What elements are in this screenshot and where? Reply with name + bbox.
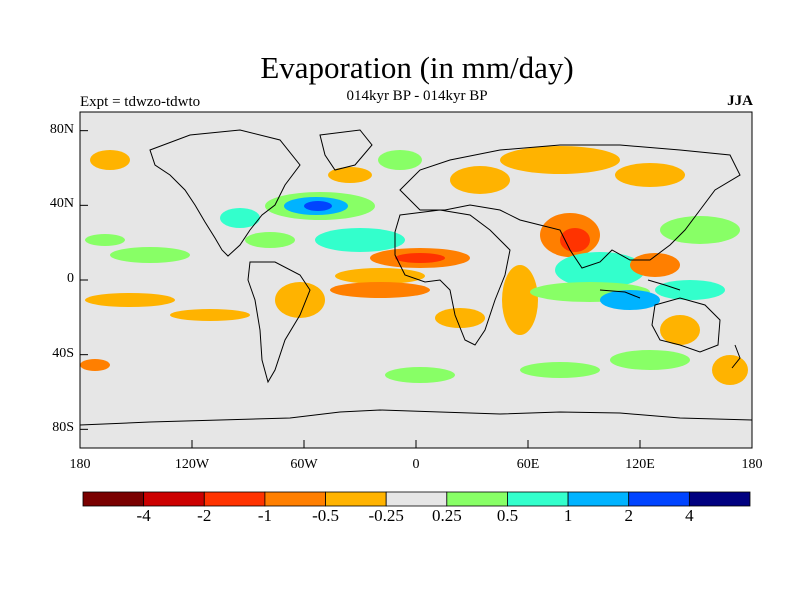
colorbar-swatch [385, 491, 448, 507]
lat-tick-label: 80S [52, 420, 74, 436]
colorbar-swatch [446, 491, 508, 507]
colorbar-swatch [507, 491, 569, 507]
plot-subtitle: 014kyr BP - 014kyr BP [346, 88, 488, 104]
colorbar-swatch [688, 491, 751, 507]
colorbar-swatch [325, 491, 387, 507]
colorbar-label: 0.5 [496, 506, 519, 525]
season-label: JJA [727, 93, 753, 109]
lon-tick-label: 120W [174, 457, 210, 472]
colorbar-swatch [264, 491, 326, 507]
colorbar-label: -4 [136, 506, 151, 525]
lat-tick-label: 80N [49, 121, 74, 137]
colorbar-swatch [567, 491, 630, 507]
lat-tick-label: 40S [52, 345, 74, 361]
colorbar-label: 2 [624, 506, 633, 525]
colorbar-swatch [143, 491, 205, 507]
lon-tick-label: 180 [741, 457, 763, 472]
colorbar-label: -0.25 [368, 506, 404, 525]
lon-tick-label: 60E [516, 457, 540, 472]
lon-tick-label: 0 [412, 457, 420, 472]
colorbar-swatch [628, 491, 690, 507]
colorbar [82, 491, 751, 507]
colorbar-label: -1 [257, 506, 272, 525]
colorbar-swatch [203, 491, 266, 507]
colorbar-label: 1 [563, 506, 573, 525]
plot-title: Evaporation (in mm/day) [260, 50, 574, 85]
coastlines [79, 129, 753, 426]
colorbar-swatch [82, 491, 145, 507]
lon-tick-label: 180 [69, 457, 91, 472]
lon-tick-label: 60W [290, 457, 318, 472]
experiment-label: Expt = tdwzo-tdwto [80, 94, 201, 110]
lon-tick-label: 120E [625, 457, 655, 472]
colorbar-label: -0.5 [312, 506, 339, 525]
lat-tick-label: 0 [67, 271, 74, 286]
colorbar-label: 0.25 [431, 506, 462, 525]
colorbar-label: 4 [685, 506, 694, 525]
colorbar-label: -2 [197, 506, 212, 525]
lat-tick-label: 40N [49, 196, 74, 212]
